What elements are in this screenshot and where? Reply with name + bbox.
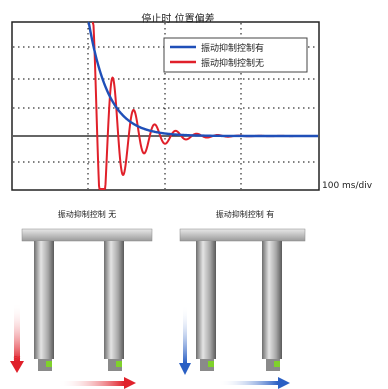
vertical-vibration-mark-left: ≈ (13, 353, 21, 364)
horizontal-motion-arrowhead-left (124, 377, 136, 389)
vertical-motion-arrowhead-right (179, 363, 191, 375)
position-deviation-chart: 振动抑制控制有 振动抑制控制无 (0, 0, 388, 200)
spindle-column-left-1 (34, 241, 54, 359)
time-scale-label: 100 ms/div (322, 181, 372, 191)
horizontal-motion-bar-right (218, 381, 278, 385)
gantry-beam-right (180, 229, 305, 241)
legend-with-control-label: 振动抑制控制有 (201, 42, 264, 54)
legend: 振动抑制控制有 振动抑制控制无 (164, 38, 307, 72)
gantry-beam-left (22, 229, 152, 241)
machine-without-control: ≈ (10, 229, 152, 389)
spindle-column-right-1 (196, 241, 216, 359)
vertical-motion-bar-right (183, 305, 187, 363)
machine-with-control (179, 229, 305, 389)
tool-tip-left-2 (116, 361, 122, 367)
machine-illustrations: ≈ (0, 215, 388, 389)
horizontal-motion-bar-left (58, 381, 124, 386)
spindle-column-left-2 (104, 241, 124, 359)
tool-tip-left-1 (46, 361, 52, 367)
tool-tip-right-1 (208, 361, 214, 367)
legend-without-control-label: 振动抑制控制无 (201, 57, 264, 69)
horizontal-motion-arrowhead-right (278, 377, 290, 389)
tool-tip-right-2 (274, 361, 280, 367)
spindle-column-right-2 (262, 241, 282, 359)
